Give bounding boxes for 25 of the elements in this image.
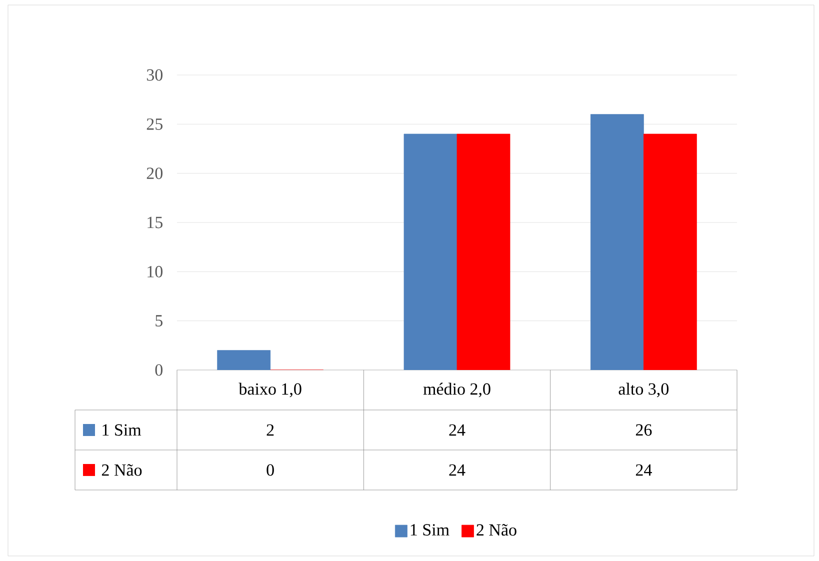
- x-tick-label: baixo 1,0: [238, 382, 302, 398]
- data-label: 2: [266, 424, 274, 436]
- bar: [404, 134, 458, 370]
- data-label: 24: [449, 424, 466, 436]
- x-tick-label: alto 3,0: [618, 382, 669, 398]
- y-tick-label: 10: [148, 266, 162, 278]
- text: 1 Sim: [410, 524, 450, 536]
- data-label: 24: [449, 464, 466, 476]
- data-label: 24: [636, 464, 652, 476]
- data-label: 0: [266, 464, 274, 476]
- legend-label: 1 Sim: [102, 424, 142, 436]
- bar: [217, 350, 271, 370]
- y-tick-label: 30: [146, 69, 162, 81]
- bar: [643, 134, 697, 370]
- data-label: 26: [636, 424, 652, 436]
- bar: [590, 114, 644, 370]
- y-tick-label: 20: [146, 168, 162, 180]
- x-tick-label: médio 2,0: [423, 382, 490, 398]
- bar: [456, 134, 510, 370]
- y-tick-label: 5: [156, 315, 162, 326]
- text: 2 Não: [102, 464, 142, 476]
- legend-label: 2 Não: [476, 524, 516, 536]
- y-tick-label: 0: [155, 364, 162, 376]
- y-tick-label: 25: [146, 118, 162, 130]
- y-tick-label: 15: [148, 216, 162, 228]
